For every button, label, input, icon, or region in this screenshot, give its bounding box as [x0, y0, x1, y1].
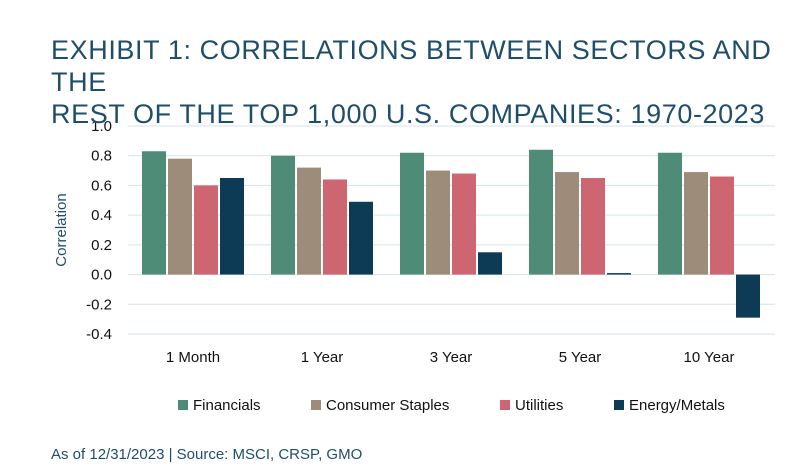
bar-energy-metals — [607, 273, 631, 275]
x-tick-label: 1 Year — [301, 349, 344, 366]
legend-swatch — [178, 400, 188, 410]
bar-financials — [271, 155, 295, 275]
bar-consumer-staples — [426, 170, 450, 275]
bar-consumer-staples — [297, 167, 321, 275]
bar-consumer-staples — [168, 158, 192, 275]
bar-utilities — [194, 185, 218, 275]
y-tick-label: 0.0 — [91, 267, 112, 284]
y-tick-label: 0.4 — [91, 207, 112, 224]
y-tick-label: -0.2 — [86, 296, 112, 313]
y-axis-label: Correlation — [53, 193, 70, 266]
y-tick-label: 0.8 — [91, 148, 112, 165]
bar-financials — [400, 152, 424, 275]
bar-financials — [142, 151, 166, 275]
legend-swatch — [614, 400, 624, 410]
x-tick-label: 3 Year — [430, 349, 473, 366]
y-tick-label: -0.4 — [86, 326, 112, 343]
bar-energy-metals — [478, 252, 502, 275]
source-note: As of 12/31/2023 | Source: MSCI, CRSP, G… — [51, 446, 363, 463]
legend-label: Consumer Staples — [326, 397, 449, 414]
bar-utilities — [323, 179, 347, 275]
bar-financials — [658, 152, 682, 275]
bar-utilities — [581, 178, 605, 275]
bar-consumer-staples — [684, 172, 708, 275]
x-tick-label: 5 Year — [559, 349, 602, 366]
y-tick-label: 0.2 — [91, 237, 112, 254]
legend-swatch — [311, 400, 321, 410]
chart-title-line-1: EXHIBIT 1: CORRELATIONS BETWEEN SECTORS … — [51, 35, 772, 97]
x-tick-label: 1 Month — [166, 349, 220, 366]
bar-energy-metals — [220, 178, 244, 275]
y-tick-label: 0.6 — [91, 177, 112, 194]
bar-utilities — [710, 176, 734, 275]
legend-swatch — [500, 400, 510, 410]
bar-utilities — [452, 173, 476, 275]
legend-label: Utilities — [515, 397, 563, 414]
chart-title-line-2: REST OF THE TOP 1,000 U.S. COMPANIES: 19… — [51, 99, 765, 129]
legend-label: Energy/Metals — [629, 397, 725, 414]
bar-energy-metals — [349, 201, 373, 275]
bar-energy-metals — [736, 274, 760, 318]
chart-title: EXHIBIT 1: CORRELATIONS BETWEEN SECTORS … — [51, 34, 791, 130]
x-tick-label: 10 Year — [684, 349, 735, 366]
bar-consumer-staples — [555, 172, 579, 275]
bar-financials — [529, 149, 553, 275]
legend-label: Financials — [193, 397, 261, 414]
y-tick-label: 1.0 — [91, 118, 112, 135]
